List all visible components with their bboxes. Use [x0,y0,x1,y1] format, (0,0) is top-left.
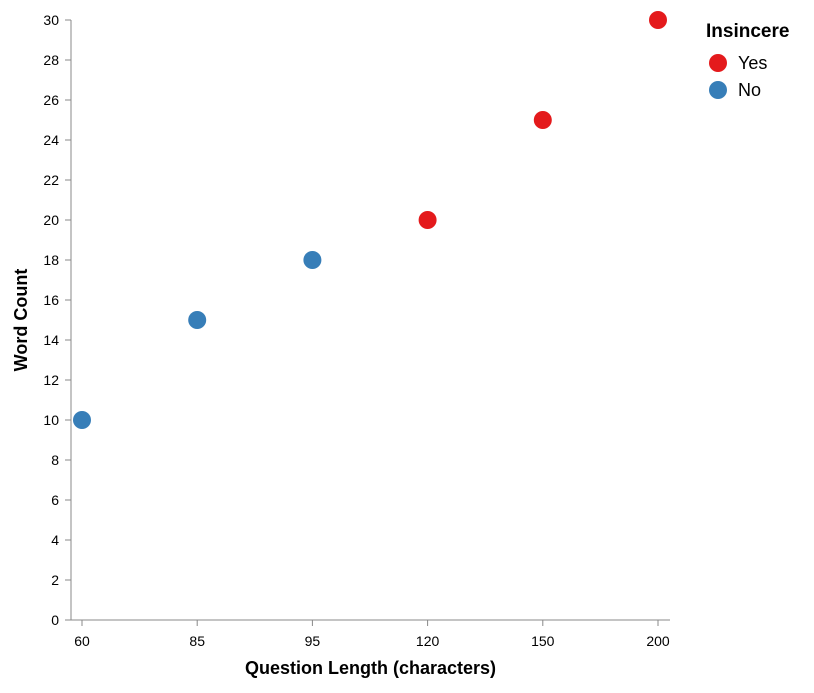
y-tick-label: 10 [43,412,59,428]
legend-symbol-yes [709,54,727,72]
data-point-yes [418,211,437,229]
data-point-no [73,411,91,429]
data-point-no [188,311,207,329]
y-tick-label: 24 [43,132,59,148]
y-axis-title: Word Count [11,269,31,372]
x-tick-label: 60 [74,633,90,649]
x-tick-label: 150 [531,633,555,649]
x-tick-label: 85 [189,633,205,649]
legend-label-yes: Yes [738,53,767,73]
y-tick-label: 18 [43,252,59,268]
data-point-no [303,251,322,269]
data-point-yes [649,11,667,29]
y-tick-label: 12 [43,372,59,388]
data-points [73,11,667,429]
legend-symbol-no [709,81,727,99]
x-axis-title: Question Length (characters) [245,658,496,678]
y-tick-label: 6 [51,492,59,508]
y-tick-label: 22 [43,172,59,188]
y-tick-label: 14 [43,332,59,348]
y-tick-label: 8 [51,452,59,468]
legend: Yes No [709,53,767,100]
x-axis: 60 85 95 120 150 200 [71,619,670,649]
y-tick-label: 28 [43,52,59,68]
y-tick-label: 16 [43,292,59,308]
x-tick-label: 200 [646,633,670,649]
y-tick-label: 30 [43,12,59,28]
legend-title: Insincere [706,21,789,42]
x-tick-label: 95 [305,633,321,649]
y-tick-label: 0 [51,612,59,628]
y-tick-label: 4 [51,532,59,548]
legend-label-no: No [738,80,761,100]
x-tick-label: 120 [416,633,440,649]
y-tick-label: 2 [51,572,59,588]
y-tick-label: 20 [43,212,59,228]
data-point-yes [533,111,552,129]
y-tick-label: 26 [43,92,59,108]
